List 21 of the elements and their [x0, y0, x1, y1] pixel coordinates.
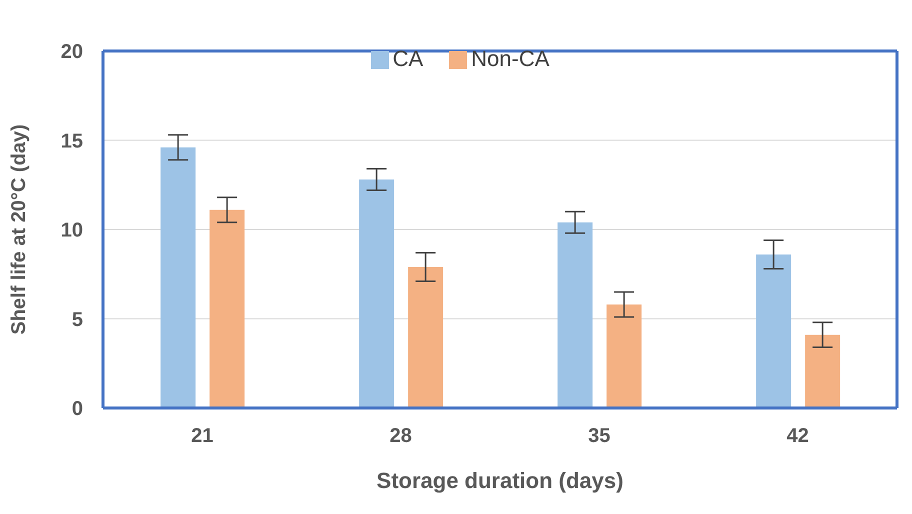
x-tick-label: 21	[191, 425, 214, 448]
x-tick-label: 35	[588, 425, 610, 448]
y-tick-label: 0	[72, 398, 83, 420]
y-tick-label: 15	[60, 130, 83, 152]
x-tick-label: 42	[786, 425, 809, 448]
x-tick-label: 28	[390, 425, 412, 448]
bar	[210, 210, 245, 408]
bar	[606, 304, 642, 408]
bar	[558, 222, 593, 408]
y-tick-label: 20	[60, 41, 83, 64]
y-tick-label: 10	[60, 220, 83, 242]
bar	[756, 254, 792, 408]
legend-label: Non-CA	[471, 46, 550, 71]
bar	[359, 180, 394, 408]
bar	[805, 334, 840, 408]
legend-label: CA	[392, 46, 424, 71]
bar	[160, 147, 196, 408]
x-axis-title: Storage duration (days)	[376, 468, 624, 493]
bar	[408, 266, 444, 408]
y-axis-title: Shelf life at 20°C (day)	[8, 124, 30, 335]
y-tick-label: 5	[72, 308, 83, 331]
